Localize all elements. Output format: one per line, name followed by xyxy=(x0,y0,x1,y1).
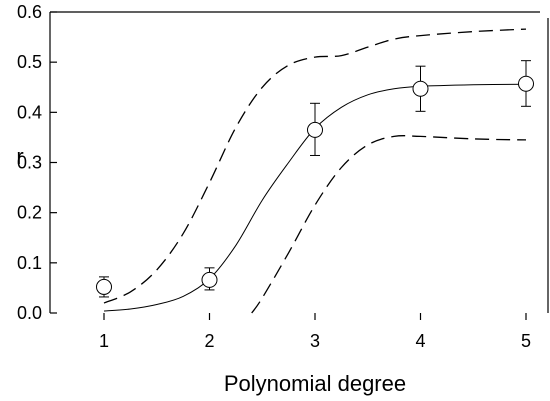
x-tick-label: 5 xyxy=(521,331,531,351)
point-marker xyxy=(96,278,112,295)
y-tick-label: 0.5 xyxy=(17,52,42,72)
y-tick-label: 0.0 xyxy=(17,303,42,323)
data-points xyxy=(96,60,534,298)
x-tick-label: 1 xyxy=(99,331,109,351)
point-marker xyxy=(307,121,323,138)
data-point xyxy=(518,60,534,107)
data-point xyxy=(412,65,429,112)
point-marker xyxy=(201,271,218,288)
upper-confidence-band xyxy=(103,28,527,304)
x-tick-label: 2 xyxy=(204,331,214,351)
x-tick-label: 3 xyxy=(310,331,320,351)
data-point xyxy=(307,102,323,156)
data-point xyxy=(201,267,218,291)
data-point xyxy=(96,276,112,298)
lower-confidence-band xyxy=(251,135,527,314)
y-tick-label: 0.2 xyxy=(17,203,42,223)
axes: 0.0 0.1 0.2 0.3 0.4 0.5 0.6 1 2 3 4 5 xyxy=(17,2,549,351)
y-tick-label: 0.6 xyxy=(17,2,42,22)
point-marker xyxy=(518,75,534,92)
x-tick-label: 4 xyxy=(415,331,425,351)
fitted-curve xyxy=(103,83,527,312)
point-marker xyxy=(412,80,429,97)
y-tick-label: 0.1 xyxy=(17,253,42,273)
curves xyxy=(103,28,527,314)
x-axis-title: Polynomial degree xyxy=(224,371,406,396)
y-tick-label: 0.3 xyxy=(17,153,42,173)
y-tick-label: 0.4 xyxy=(17,102,42,122)
y-axis-title: r xyxy=(16,144,23,169)
